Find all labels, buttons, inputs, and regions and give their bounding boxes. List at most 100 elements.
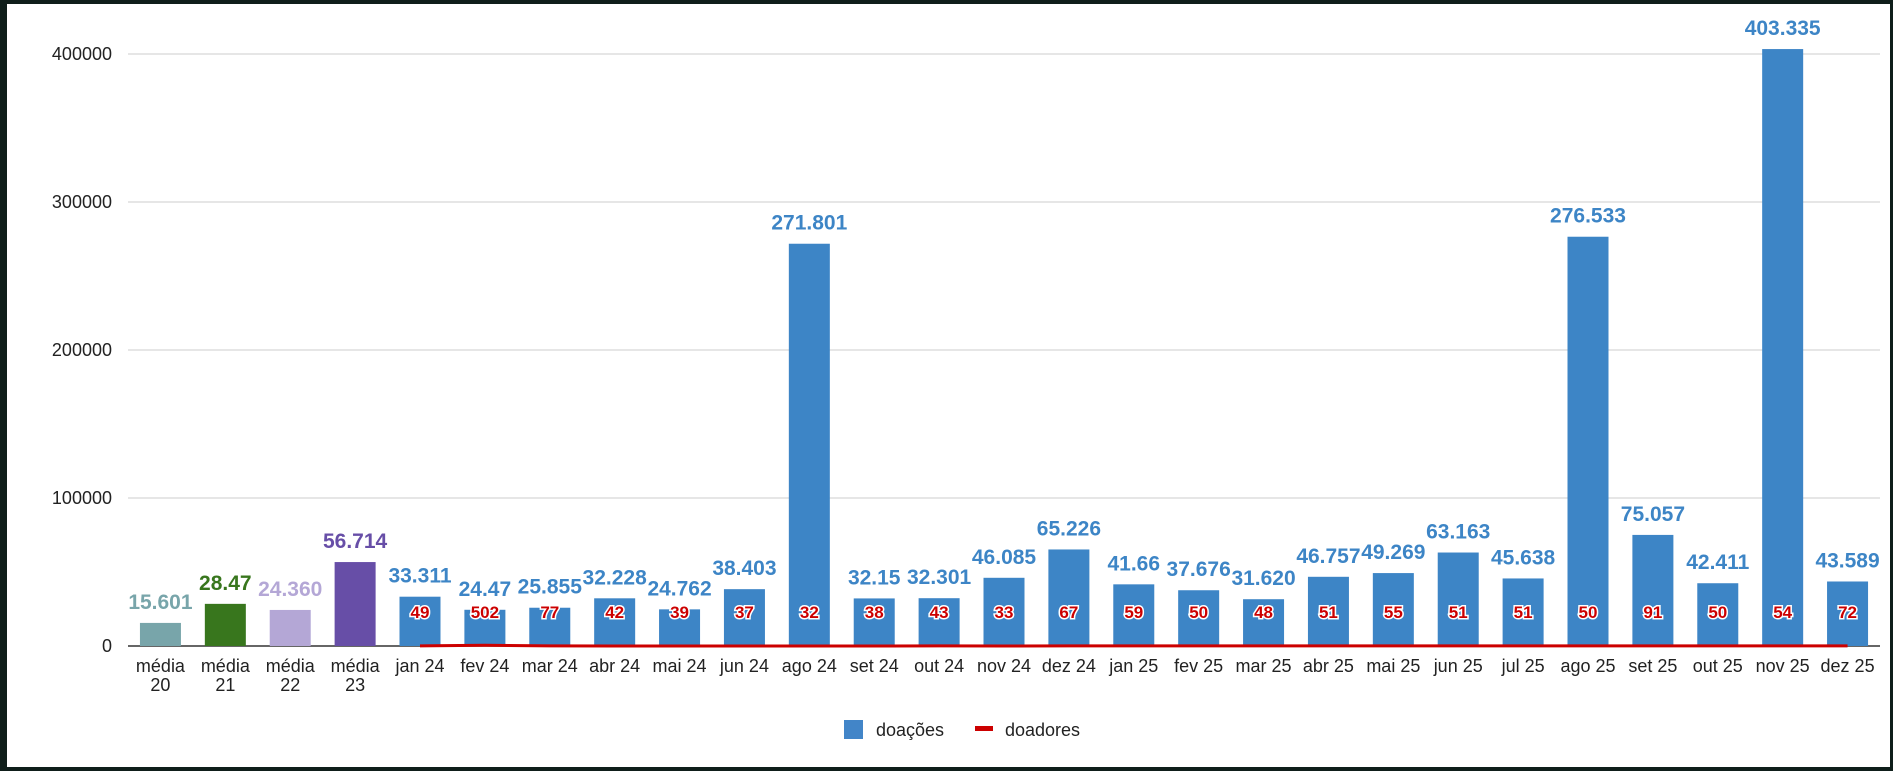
- bar-value-label: 25.855: [518, 576, 583, 599]
- bar-value-label: 28.47: [199, 572, 252, 595]
- donor-value-label: 77: [540, 603, 559, 622]
- donor-value-label: 59: [1124, 603, 1143, 622]
- x-tick-label: out 25: [1693, 656, 1743, 676]
- x-tick-label: jan 25: [1108, 656, 1158, 676]
- bar: [594, 598, 636, 646]
- bar-value-label: 32.228: [583, 566, 648, 589]
- donor-value-label: 54: [1773, 603, 1792, 622]
- line-series: [419, 643, 1848, 648]
- bar: [1113, 584, 1155, 646]
- legend: doações doadores: [844, 720, 1080, 740]
- x-tick-label: out 24: [914, 656, 964, 676]
- bar: [918, 598, 960, 646]
- donor-value-label: 42: [605, 603, 624, 622]
- bar: [853, 598, 895, 646]
- bar: [723, 589, 765, 646]
- bar-value-label: 24.360: [258, 578, 322, 601]
- donor-labels: 49 502 77 42 39 37 32 38 43 33 67 59 50 48 51 55 51 51 50 9…: [409, 602, 1858, 624]
- bar-value-label: 33.311: [388, 565, 451, 588]
- donor-value-label: 55: [1384, 603, 1403, 622]
- donor-value-label: 91: [1643, 603, 1662, 622]
- donor-value-label: 50: [1579, 603, 1598, 622]
- bar-value-label: 37.676: [1167, 558, 1231, 581]
- bar-value-label: 49.269: [1361, 541, 1425, 564]
- y-tick-label: 200000: [52, 340, 112, 360]
- x-tick-label: média 23: [331, 656, 381, 695]
- donor-value-label: 50: [1708, 603, 1727, 622]
- x-tick-label: média 21: [201, 656, 251, 695]
- bar-value-label: 276.533: [1550, 205, 1626, 228]
- bar: [983, 577, 1025, 646]
- donor-value-label: 48: [1254, 603, 1273, 622]
- bar-value-label: 75.057: [1621, 503, 1685, 526]
- x-tick-label: jan 24: [394, 656, 444, 676]
- bar: [1502, 578, 1544, 646]
- bar: [269, 609, 311, 646]
- x-tick-label: fev 25: [1174, 656, 1223, 676]
- legend-swatch-doadores: [975, 726, 993, 731]
- x-tick-label: nov 24: [977, 656, 1031, 676]
- x-tick-label: dez 24: [1042, 656, 1096, 676]
- bar: [1827, 581, 1869, 646]
- bar: [1567, 236, 1609, 647]
- x-tick-label: jul 25: [1501, 656, 1545, 676]
- donor-value-label: 67: [1059, 603, 1078, 622]
- x-tick-label: jun 25: [1433, 656, 1483, 676]
- x-tick-label: nov 25: [1756, 656, 1810, 676]
- bar: [1243, 599, 1285, 646]
- legend-label-doacoes: doações: [876, 720, 944, 740]
- y-tick-label: 100000: [52, 488, 112, 508]
- donor-value-label: 43: [930, 603, 949, 622]
- bar: [1048, 549, 1090, 646]
- bar: [1762, 49, 1804, 646]
- bar: [659, 609, 701, 646]
- donor-value-label: 37: [735, 603, 754, 622]
- bar-value-label: 24.47: [459, 578, 512, 601]
- bar-value-label: 41.66: [1107, 552, 1160, 575]
- donors-line: [419, 643, 1848, 648]
- bar: [1697, 583, 1739, 646]
- bar-value-label: 65.226: [1037, 517, 1101, 540]
- donor-value-label: 72: [1838, 603, 1857, 622]
- bar-value-label: 15.601: [128, 591, 193, 614]
- x-tick-label: mai 25: [1366, 656, 1420, 676]
- y-tick-label: 0: [102, 636, 112, 656]
- bar-value-label: 403.335: [1745, 17, 1821, 40]
- bar-value-label: 24.762: [647, 577, 711, 600]
- bar-value-label: 42.411: [1686, 551, 1749, 574]
- x-tick-label: jun 24: [719, 656, 769, 676]
- bar-value-label: 43.589: [1815, 549, 1879, 572]
- x-tick-label: fev 24: [460, 656, 509, 676]
- bar: [334, 562, 376, 646]
- donor-value-label: 51: [1514, 603, 1533, 622]
- x-tick-label: set 24: [850, 656, 899, 676]
- x-axis: média 20 média 21 média 22 média 23 jan 24 fev 24…: [136, 656, 1875, 695]
- bar: [788, 243, 830, 647]
- legend-swatch-doacoes: [844, 720, 863, 739]
- x-tick-label: ago 24: [782, 656, 837, 676]
- bar: [204, 603, 246, 646]
- x-tick-label: abr 25: [1303, 656, 1354, 676]
- x-tick-label: mar 24: [522, 656, 578, 676]
- bar: [1437, 552, 1479, 646]
- bar-value-label: 38.403: [712, 557, 776, 580]
- bar: [1372, 573, 1414, 646]
- donor-value-label: 50: [1189, 603, 1208, 622]
- x-tick-label: média 22: [266, 656, 316, 695]
- x-tick-label: ago 25: [1560, 656, 1615, 676]
- bar: [1307, 576, 1349, 646]
- donor-value-label: 33: [995, 603, 1014, 622]
- bar: [399, 596, 441, 646]
- donor-value-label: 39: [670, 603, 689, 622]
- donor-value-label: 502: [471, 603, 499, 622]
- donor-value-label: 38: [865, 603, 884, 622]
- x-tick-label: mar 25: [1236, 656, 1292, 676]
- bar-value-label: 32.301: [907, 566, 972, 589]
- bar-value-label: 32.15: [848, 566, 901, 589]
- x-tick-label: média 20: [136, 656, 186, 695]
- bar: [464, 609, 506, 646]
- x-tick-label: set 25: [1628, 656, 1677, 676]
